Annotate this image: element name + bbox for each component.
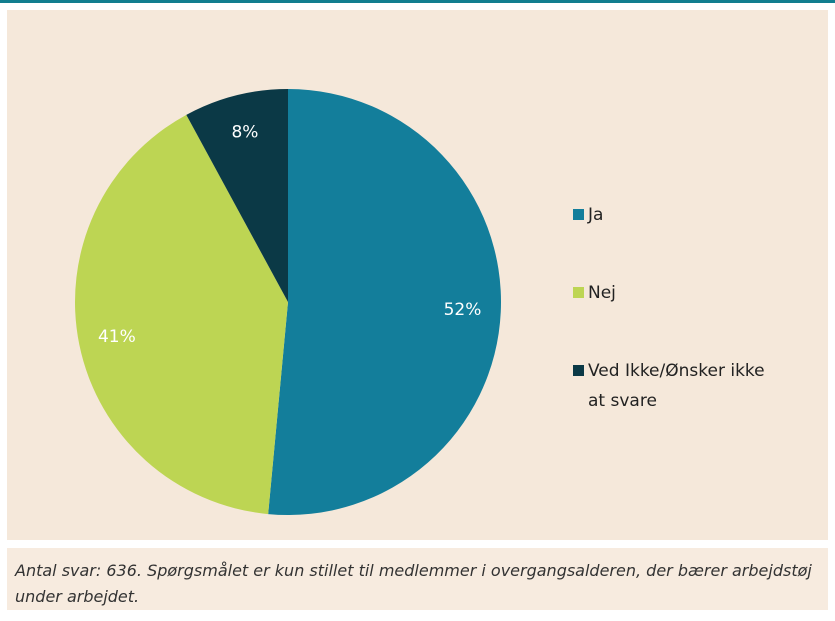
legend-label: Nej <box>588 283 616 303</box>
legend-item: Ja <box>573 200 773 230</box>
caption: Antal svar: 636. Spørgsmålet er kun stil… <box>7 548 828 610</box>
legend: Ja Nej Ved Ikke/Ønsker ikke at svare <box>573 200 773 464</box>
legend-swatch <box>573 287 584 298</box>
pie-slice <box>268 89 501 515</box>
legend-swatch <box>573 209 584 220</box>
legend-label: Ved Ikke/Ønsker ikke at svare <box>588 361 765 411</box>
pie-slice <box>186 89 288 302</box>
data-label: 52% <box>444 300 482 320</box>
legend-item: Ved Ikke/Ønsker ikke at svare <box>573 356 773 416</box>
legend-swatch <box>573 365 584 376</box>
data-label: 41% <box>98 327 136 347</box>
top-rule <box>0 0 835 3</box>
data-label: 8% <box>231 123 258 143</box>
pie-slice <box>74 114 288 515</box>
legend-label: Ja <box>588 205 604 225</box>
legend-item: Nej <box>573 278 773 308</box>
